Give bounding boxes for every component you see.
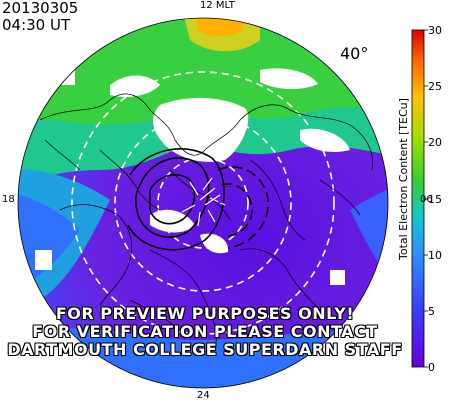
- map-boundary: [17, 17, 389, 389]
- mlt-label-top: 12 MLT: [200, 0, 235, 11]
- flow-vectors: [181, 177, 226, 227]
- colorbar-ticks: [424, 29, 428, 368]
- watermark-line-3: DARTMOUTH COLLEGE SUPERDARN STAFF: [7, 340, 403, 359]
- colorbar-tick-label: 20: [428, 136, 442, 149]
- latitude-circles: [71, 71, 335, 335]
- watermark-line-1: FOR PREVIEW PURPOSES ONLY!: [55, 304, 355, 323]
- colorbar-tick-label: 15: [428, 193, 442, 206]
- mlt-label-bottom: 24: [197, 390, 210, 401]
- latitude-label: 40°: [340, 44, 369, 63]
- mlt-label-left: 18: [2, 194, 15, 205]
- convection-contours: [127, 148, 269, 251]
- pole-markers: [196, 183, 222, 203]
- colorbar-tick-label: 0: [428, 361, 435, 374]
- colorbar-tick-label: 30: [428, 24, 442, 37]
- colorbar-title: Total Electron Content [TECu]: [397, 98, 410, 260]
- coastlines: [39, 93, 373, 351]
- mlt-label-right: 06: [420, 194, 433, 205]
- watermark-line-2: FOR VERIFICATION PLEASE CONTACT: [32, 322, 378, 341]
- colorbar: [411, 29, 425, 368]
- colorbar-tick-label: 25: [428, 80, 442, 93]
- date-label: 20130305: [2, 0, 79, 17]
- colorbar-tick-label: 10: [428, 249, 442, 262]
- time-label: 04:30 UT: [2, 16, 71, 34]
- preview-watermark: FOR PREVIEW PURPOSES ONLY! FOR VERIFICAT…: [0, 305, 410, 359]
- colorbar-tick-label: 5: [428, 305, 435, 318]
